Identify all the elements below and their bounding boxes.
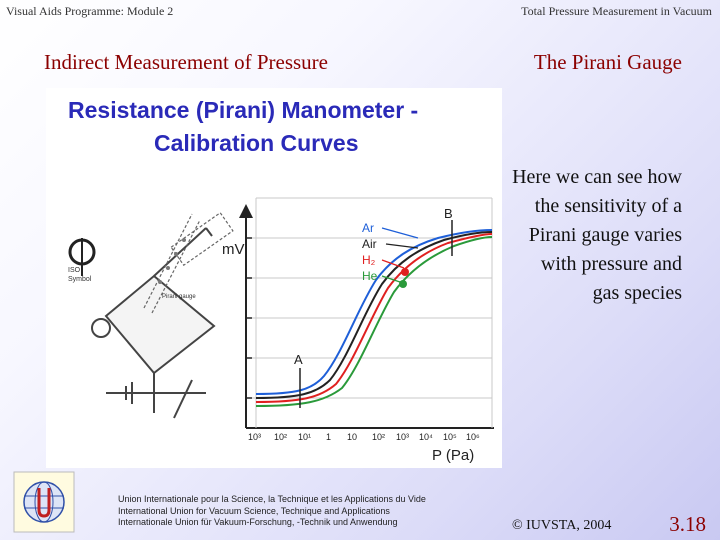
iso-symbol (68, 238, 96, 276)
calibration-figure: Resistance (Pirani) Manometer - Calibrat… (46, 88, 502, 468)
slide-title: The Pirani Gauge (533, 50, 682, 74)
y-axis-arrow (239, 204, 253, 218)
x-tick-label: 10⁴ (419, 432, 433, 442)
y-tick-marks (246, 237, 252, 399)
curve-he (255, 236, 493, 407)
header-module-title: Visual Aids Programme: Module 2 (6, 4, 174, 18)
gas-label-ar: Ar (362, 221, 374, 235)
x-tick-label: 10² (372, 432, 385, 442)
grid-lines (246, 197, 493, 428)
wheatstone-bridge-circuit (104, 227, 216, 419)
x-tick-label: 10³ (396, 432, 409, 442)
figure-title-line2: Calibration Curves (154, 130, 359, 156)
figure-title-line1: Resistance (Pirani) Manometer - (68, 97, 418, 123)
x-axis-label: P (Pa) (432, 447, 474, 464)
gas-label-arrows (381, 227, 419, 283)
slide-number: 3.18 (669, 512, 706, 536)
footer-organization-names: Union Internationale pour la Science, la… (118, 494, 426, 529)
chart-axes (245, 214, 494, 429)
pirani-gauge-body (143, 211, 234, 314)
gas-label-air: Air (362, 237, 377, 251)
gauge-filament-dots (158, 238, 186, 284)
point-a-label: A (294, 352, 303, 367)
footer-line-french: Union Internationale pour la Science, la… (118, 494, 426, 504)
footer-line-german: Internationale Union für Vakuum-Forschun… (118, 517, 398, 527)
header-topic-title: Total Pressure Measurement in Vacuum (521, 4, 712, 18)
x-tick-label: 10¹ (298, 432, 311, 442)
x-tick-label: 10⁶ (466, 432, 480, 442)
footer-line-english: International Union for Vacuum Science, … (118, 505, 390, 516)
x-tick-label: 10³ (248, 432, 261, 442)
gas-label-he: He (362, 269, 378, 283)
copyright-notice: © IUVSTA, 2004 (512, 518, 612, 533)
x-tick-label: 10 (347, 432, 357, 442)
meter-icon (91, 318, 111, 338)
curve-h2 (255, 233, 493, 403)
x-tick-label: 1 (326, 432, 331, 442)
curve-air (255, 231, 493, 399)
calibration-diagram: Resistance (Pirani) Manometer - Calibrat… (68, 97, 494, 464)
x-tick-label: 10⁵ (443, 432, 457, 442)
point-b-label: B (444, 206, 453, 221)
curve-point-h2 (401, 268, 409, 276)
calibration-curves (255, 229, 493, 407)
x-tick-label: 10² (274, 432, 287, 442)
curve-ar (255, 229, 493, 395)
iso-label: ISO (68, 267, 81, 274)
symbol-label: Symbol (68, 276, 92, 283)
iuvsta-logo (12, 470, 76, 534)
x-tick-labels: 10³ 10² 10¹ 1 10 10² 10³ 10⁴ 10⁵ 10⁶ (248, 432, 480, 442)
slide-description: Here we can see how the sensitivity of a… (512, 166, 682, 304)
section-title: Indirect Measurement of Pressure (44, 50, 328, 74)
gas-label-h2: H₂ (362, 253, 376, 267)
gauge-label: Pirani gauge (162, 294, 196, 300)
y-axis-label: mV (222, 241, 245, 258)
curve-point-he (399, 280, 407, 288)
